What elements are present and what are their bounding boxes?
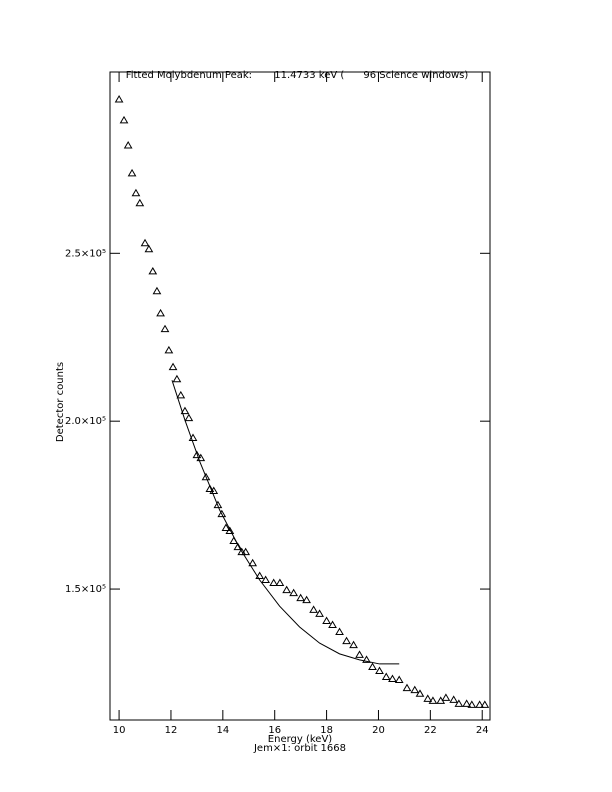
data-point (415, 689, 425, 697)
data-point (441, 693, 451, 701)
data-point (184, 413, 194, 422)
data-point (172, 374, 182, 383)
data-point (131, 188, 141, 197)
data-point (381, 672, 391, 681)
subtitle: Jem×1: orbit 1668 (253, 743, 346, 754)
data-point (349, 640, 358, 649)
data-point (423, 694, 433, 702)
data-point (140, 238, 150, 247)
data-point (148, 266, 158, 275)
data-point (394, 675, 404, 684)
data-point (192, 450, 202, 459)
data-point (275, 578, 285, 587)
x-tick-label: 14 (216, 725, 229, 736)
x-tick-label: 24 (476, 725, 489, 736)
data-point (328, 620, 337, 628)
data-point (449, 695, 459, 703)
data-point (176, 390, 186, 399)
x-tick-label: 12 (165, 725, 178, 736)
data-point (114, 95, 124, 103)
data-point (296, 593, 306, 602)
data-point (467, 700, 477, 708)
data-point (402, 683, 412, 692)
data-point (225, 526, 235, 534)
data-point (152, 286, 162, 295)
data-point (454, 699, 464, 707)
data-point (375, 666, 384, 674)
x-tick-label: 10 (113, 725, 126, 736)
data-point (180, 406, 190, 415)
data-point (221, 523, 231, 531)
data-point (119, 115, 129, 124)
data-point (302, 595, 311, 604)
fit-line (171, 380, 400, 665)
data-point (309, 605, 318, 613)
data-point (196, 453, 206, 462)
data-point (335, 627, 344, 636)
data-point (368, 662, 377, 670)
data-point (213, 500, 223, 509)
x-tick-label: 16 (268, 725, 281, 736)
data-point (289, 588, 299, 597)
data-point (135, 198, 145, 207)
data-point (168, 362, 178, 371)
data-point (388, 674, 397, 683)
y-tick-label: 2.0×10⁵ (65, 416, 106, 427)
data-point (160, 324, 170, 333)
data-point (315, 609, 324, 617)
x-tick-label: 22 (424, 725, 437, 736)
data-point (241, 547, 251, 556)
data-point (123, 141, 133, 149)
y-axis-label: Detector counts (55, 362, 66, 442)
data-point (462, 699, 472, 707)
data-point (248, 558, 258, 567)
data-point (475, 700, 484, 708)
data-point (322, 616, 331, 624)
data-point (127, 168, 137, 177)
chart-title: Fitted Molybdenum Peak: 11.4733 keV ( 96… (126, 70, 469, 81)
data-point (355, 650, 364, 658)
x-tick-label: 20 (372, 725, 385, 736)
data-point (217, 509, 227, 518)
data-point (282, 585, 292, 594)
data-point (156, 308, 165, 317)
data-point (255, 571, 265, 579)
data-point (205, 484, 215, 493)
data-point (144, 244, 154, 253)
data-point (233, 542, 243, 551)
x-tick-label: 18 (320, 725, 333, 736)
data-point (261, 575, 271, 583)
data-point (362, 655, 371, 663)
data-point (410, 685, 420, 694)
data-point (164, 345, 174, 354)
data-point (428, 696, 438, 704)
y-tick-label: 1.5×10⁵ (65, 584, 106, 595)
y-tick-label: 2.5×10⁵ (65, 248, 106, 259)
data-point (269, 578, 279, 587)
plot-frame (109, 71, 491, 721)
data-point (201, 472, 211, 481)
data-point (480, 700, 490, 708)
x-axis-label: Energy (keV) (268, 734, 333, 745)
data-point (342, 636, 351, 645)
